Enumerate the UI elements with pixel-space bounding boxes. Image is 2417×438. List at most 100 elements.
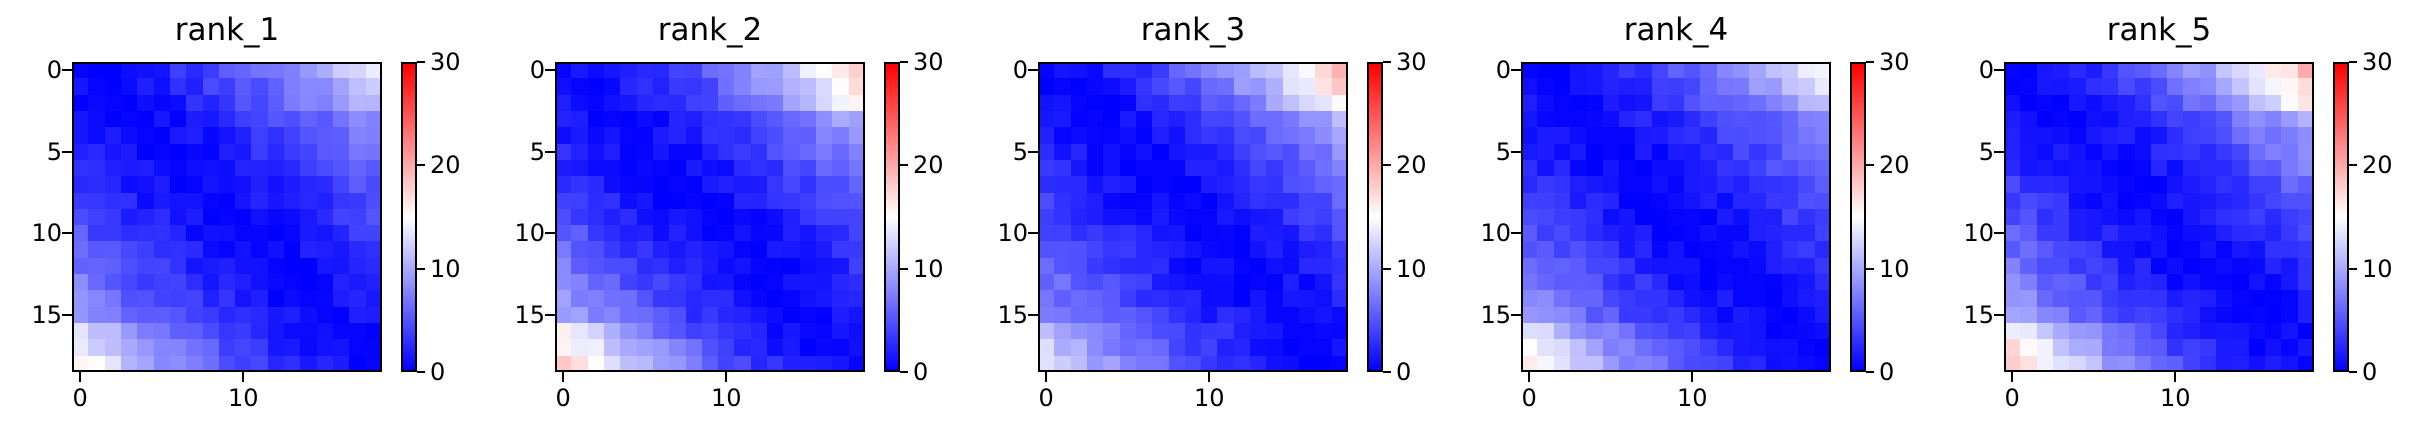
heatmap-cell bbox=[1537, 62, 1554, 79]
heatmap-cell bbox=[2036, 323, 2053, 340]
heatmap-cell bbox=[88, 62, 105, 79]
heatmap-cell bbox=[1749, 94, 1766, 111]
heatmap-cell bbox=[767, 62, 784, 79]
heatmap-cell bbox=[1233, 159, 1251, 177]
heatmap-cell bbox=[284, 355, 301, 372]
heatmap-cell bbox=[284, 159, 301, 177]
heatmap-cell bbox=[2167, 339, 2184, 356]
y-tick-label: 10 bbox=[31, 219, 62, 248]
heatmap-cell bbox=[555, 241, 572, 258]
heatmap-cell bbox=[1618, 225, 1636, 242]
heatmap-cell bbox=[235, 274, 252, 291]
heatmap-cell bbox=[1299, 62, 1316, 79]
heatmap-cell bbox=[1733, 257, 1750, 275]
y-tick-label: 5 bbox=[529, 137, 545, 166]
heatmap-cell bbox=[1184, 127, 1202, 144]
heatmap-cell bbox=[1651, 192, 1668, 209]
heatmap-cell bbox=[1038, 127, 1055, 144]
heatmap-cell bbox=[1521, 274, 1538, 291]
heatmap-cell bbox=[2101, 241, 2119, 258]
heatmap-cell bbox=[1217, 192, 1234, 209]
heatmap-cell bbox=[267, 355, 285, 372]
heatmap-cell bbox=[333, 94, 350, 111]
heatmap-cell bbox=[1119, 306, 1136, 324]
heatmap-cell bbox=[701, 355, 719, 372]
heatmap-cell bbox=[1684, 225, 1701, 242]
heatmap-cell bbox=[1651, 323, 1668, 340]
heatmap-cell bbox=[652, 110, 670, 128]
heatmap-cell bbox=[333, 159, 350, 177]
heatmap-cell bbox=[2085, 290, 2102, 307]
heatmap-cell bbox=[1266, 339, 1283, 356]
heatmap-cell bbox=[620, 208, 637, 226]
heatmap-cell bbox=[2134, 257, 2151, 275]
heatmap-cell bbox=[1266, 225, 1283, 242]
heatmap-cell bbox=[2216, 323, 2233, 340]
heatmap-cell bbox=[72, 306, 89, 324]
heatmap-cell bbox=[1814, 355, 1831, 372]
heatmap-cell bbox=[2199, 257, 2217, 275]
heatmap-cell bbox=[1135, 78, 1153, 95]
heatmap-cell bbox=[1331, 339, 1348, 356]
heatmap-cell bbox=[1667, 176, 1685, 193]
heatmap-cell bbox=[783, 62, 800, 79]
heatmap-cell bbox=[300, 143, 317, 160]
heatmap-cell bbox=[1569, 159, 1587, 177]
colorbar-tick bbox=[1866, 164, 1874, 167]
heatmap-cell bbox=[1651, 257, 1668, 275]
heatmap-cell bbox=[1233, 208, 1251, 226]
heatmap-cell bbox=[1651, 143, 1668, 160]
heatmap-cell bbox=[767, 241, 784, 258]
heatmap-cell bbox=[1184, 339, 1202, 356]
heatmap-cell bbox=[816, 339, 833, 356]
heatmap-cell bbox=[587, 62, 604, 79]
heatmap-cell bbox=[1618, 176, 1636, 193]
heatmap-cell bbox=[1054, 192, 1071, 209]
heatmap-cell bbox=[652, 94, 670, 111]
heatmap-cell bbox=[1086, 257, 1104, 275]
heatmap-cell bbox=[2248, 176, 2266, 193]
heatmap-cell bbox=[1038, 176, 1055, 193]
heatmap-cell bbox=[2118, 257, 2135, 275]
heatmap-cell bbox=[603, 306, 621, 324]
heatmap-cell bbox=[701, 290, 719, 307]
heatmap-cell bbox=[1233, 339, 1251, 356]
heatmap-cell bbox=[685, 143, 702, 160]
heatmap-cell bbox=[2004, 323, 2021, 340]
heatmap-cell bbox=[2167, 110, 2184, 128]
heatmap-cell bbox=[1814, 306, 1831, 324]
heatmap-cell bbox=[1569, 176, 1587, 193]
heatmap-cell bbox=[316, 62, 334, 79]
heatmap-cell bbox=[2281, 208, 2298, 226]
heatmap-cell bbox=[1184, 355, 1202, 372]
heatmap-cell bbox=[1733, 339, 1750, 356]
heatmap-cell bbox=[349, 208, 366, 226]
heatmap-cell bbox=[365, 306, 382, 324]
heatmap-cell bbox=[2085, 339, 2102, 356]
heatmap-cell bbox=[848, 323, 865, 340]
y-tick bbox=[62, 232, 72, 235]
x-tick-label: 10 bbox=[2160, 384, 2191, 412]
heatmap-cell bbox=[652, 274, 670, 291]
heatmap-cell bbox=[2085, 62, 2102, 79]
heatmap-cell bbox=[1586, 323, 1603, 340]
heatmap-cell bbox=[1521, 339, 1538, 356]
heatmap-cell bbox=[1667, 241, 1685, 258]
heatmap-cell bbox=[1038, 78, 1055, 95]
heatmap-cell bbox=[153, 257, 170, 275]
heatmap-cell bbox=[1798, 339, 1815, 356]
heatmap-cell bbox=[349, 355, 366, 372]
heatmap-cell bbox=[701, 127, 719, 144]
colorbar-tick-label: 20 bbox=[913, 151, 944, 180]
heatmap-cell bbox=[816, 241, 833, 258]
heatmap-cell bbox=[235, 94, 252, 111]
heatmap-cell bbox=[1135, 192, 1153, 209]
heatmap-cell bbox=[284, 110, 301, 128]
heatmap-cell bbox=[1569, 192, 1587, 209]
y-tick bbox=[1994, 313, 2004, 316]
heatmap-cell bbox=[848, 192, 865, 209]
heatmap-cell bbox=[2085, 323, 2102, 340]
heatmap-cell bbox=[587, 176, 604, 193]
heatmap-cell bbox=[1586, 110, 1603, 128]
heatmap-cell bbox=[1765, 306, 1783, 324]
